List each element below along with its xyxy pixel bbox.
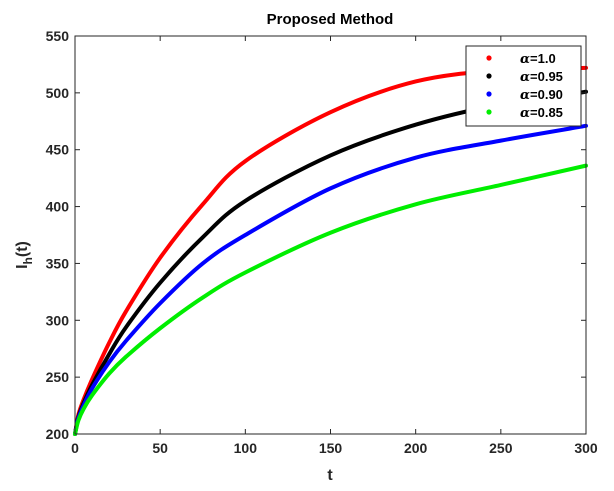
plot-area: 0 50 100 150 200 250 300 200 250 300 350 400 450 500 5… [46,28,598,456]
y-tick-label-0: 200 [46,426,70,442]
series-line-3 [73,163,588,436]
y-tick-label-5: 450 [46,142,70,158]
legend-label-1: α=0.95 [520,69,563,85]
x-tick-label-4: 200 [404,440,428,456]
legend-box [465,45,582,127]
x-tick-label-0: 0 [71,440,79,456]
chart-title: Proposed Method [267,11,394,28]
y-axis-label-tail: (t) [14,241,31,257]
y-axis-label: Ih(t) [14,241,35,269]
legend-label-0: α=1.0 [520,51,556,67]
x-tick-label-3: 150 [319,440,343,456]
y-tick-label-6: 500 [46,85,70,101]
y-tick-label-2: 300 [46,312,70,328]
y-tick-label-4: 400 [46,199,70,215]
legend-marker-1 [486,73,492,79]
y-tick-label-1: 250 [46,369,70,385]
legend-label-2: α=0.90 [520,87,563,103]
legend-label-3: α=0.85 [520,105,563,121]
legend: α=1.0 α=0.95 α=0.90 α=0.85 [465,45,582,127]
x-tick-label-1: 50 [152,440,168,456]
legend-marker-0 [486,55,492,61]
y-tick-label-3: 350 [46,255,70,271]
x-tick-label-2: 100 [234,440,258,456]
x-tick-label-6: 300 [574,440,598,456]
x-tick-label-5: 250 [489,440,513,456]
y-axis-label-main: I [14,264,31,268]
y-tick-label-7: 550 [46,28,70,44]
x-axis-label: t [327,467,333,484]
y-axis-label-sub: h [21,257,35,264]
legend-marker-3 [486,109,492,115]
legend-marker-2 [486,91,492,97]
